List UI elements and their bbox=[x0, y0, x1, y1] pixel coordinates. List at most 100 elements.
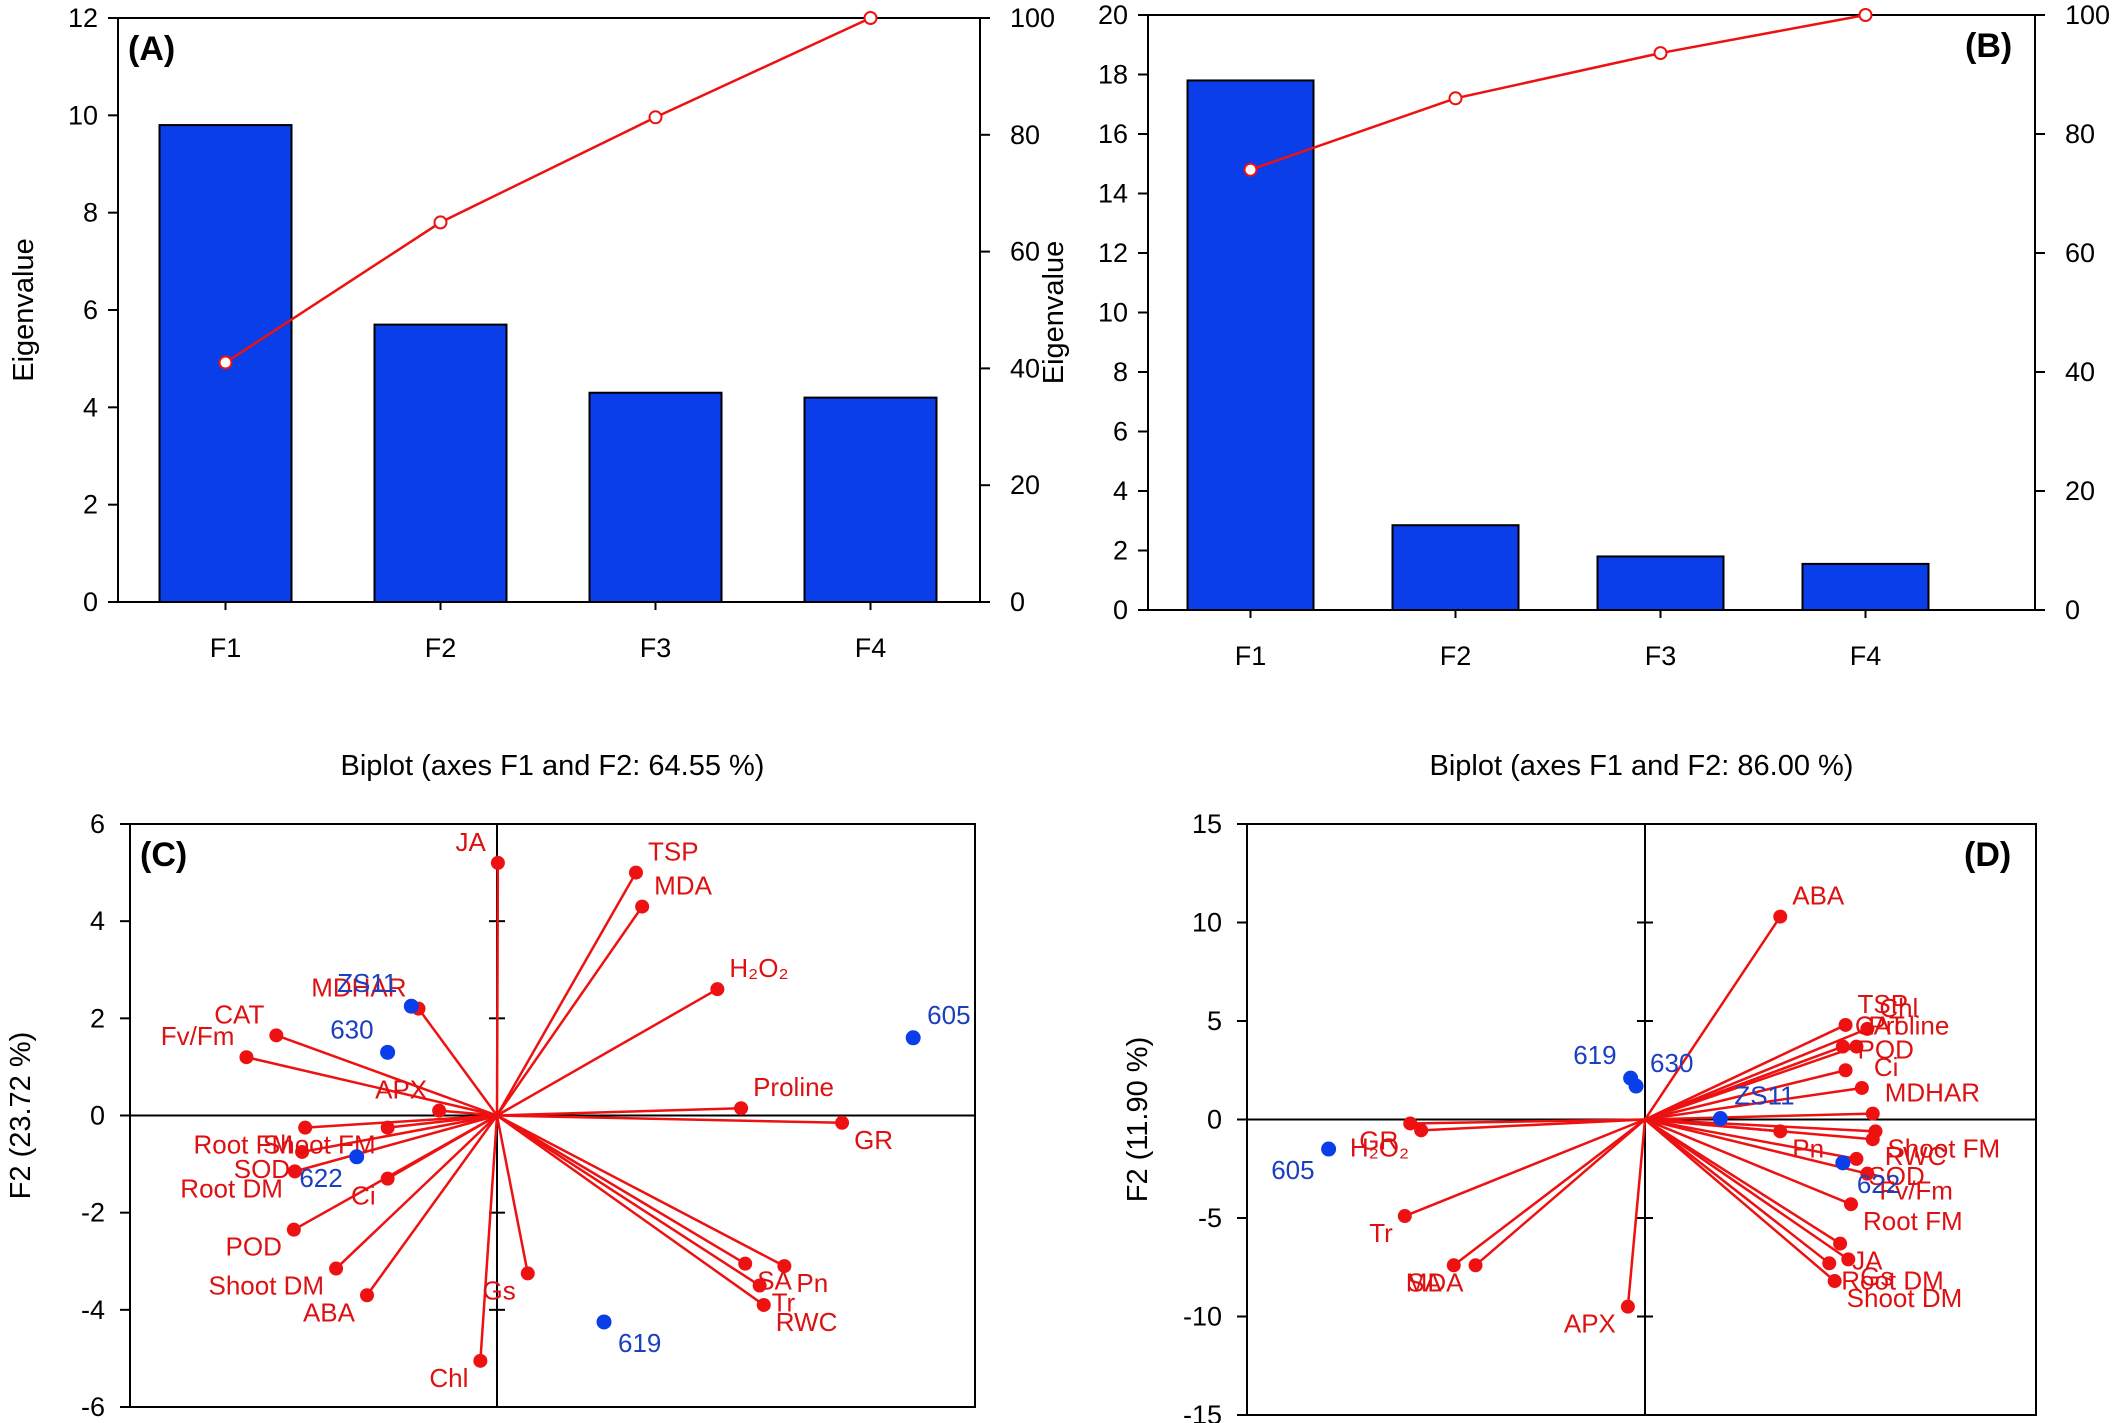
variable-rwc-label: RWC bbox=[1885, 1141, 1947, 1171]
variable-mdhar-vector bbox=[1644, 1112, 1873, 1121]
y-tick-label: 10 bbox=[1098, 298, 1128, 328]
y-tick-label: 0 bbox=[1207, 1105, 1222, 1135]
variable-h-o-vector bbox=[1421, 1118, 1646, 1132]
variable-sa-label: SA bbox=[1407, 1267, 1442, 1297]
variable-tr-point bbox=[752, 1278, 767, 1293]
observation-zs11-label: ZS11 bbox=[337, 968, 397, 998]
variable-mda-vector bbox=[495, 905, 644, 1117]
observation-622-point bbox=[1835, 1155, 1851, 1171]
y-axis-label: Eigenvalue bbox=[8, 238, 40, 382]
variable-gs-vector bbox=[495, 1115, 529, 1274]
variable-proline-point bbox=[1849, 1039, 1864, 1054]
variable-pn-point bbox=[1773, 1124, 1788, 1139]
variable-chl-point bbox=[1860, 1021, 1875, 1036]
x-tick-label: F1 bbox=[210, 633, 242, 663]
variable-sod-label: SOD bbox=[234, 1154, 290, 1184]
variable-gr-label: GR bbox=[854, 1125, 893, 1155]
variable-ja-point bbox=[1833, 1236, 1848, 1251]
variable-ci-label: Ci bbox=[1874, 1052, 1899, 1082]
y2-tick-label: 0 bbox=[2065, 595, 2080, 625]
variable-sa-vector bbox=[1453, 1118, 1646, 1267]
y2-tick-label: 40 bbox=[2065, 357, 2095, 387]
variable-sod-point bbox=[295, 1144, 310, 1159]
variable-gr-point bbox=[835, 1115, 850, 1130]
variable-apx-point bbox=[1620, 1299, 1635, 1314]
y-tick-label: 2 bbox=[83, 490, 98, 520]
y-tick-label: 2 bbox=[90, 1003, 105, 1033]
variable-sod-vector bbox=[301, 1114, 498, 1154]
y2-tick-label: 40 bbox=[1010, 353, 1040, 383]
biplot-title: Biplot (axes F1 and F2: 86.00 %) bbox=[1430, 750, 1854, 782]
y-tick-label: 12 bbox=[68, 3, 98, 33]
variable-root-dm-vector bbox=[1644, 1118, 1830, 1265]
y-tick-label: 10 bbox=[68, 100, 98, 130]
variable-aba-label: ABA bbox=[303, 1297, 356, 1327]
variable-cat-vector bbox=[275, 1034, 498, 1117]
variable-apx-label: APX bbox=[1564, 1309, 1616, 1339]
variable-shoot-dm-label: Shoot DM bbox=[208, 1271, 324, 1301]
cumulative-point bbox=[433, 215, 448, 230]
bar-f3 bbox=[588, 391, 723, 603]
variable-root-dm-label: Root DM bbox=[180, 1173, 283, 1203]
panel-c: Biplot (axes F1 and F2: 64.55 %) -6 -4 -2 0 2… bbox=[5, 750, 976, 1422]
y-tick-label: 8 bbox=[1113, 357, 1128, 387]
cumulative-line bbox=[1250, 13, 1866, 171]
variable-chl-point bbox=[473, 1353, 488, 1368]
variable-shoot-dm-point bbox=[329, 1261, 344, 1276]
variable-fv-fm-label: Fv/Fm bbox=[1879, 1176, 1953, 1206]
variable-apx-point bbox=[432, 1103, 447, 1118]
observation-619-label: 619 bbox=[618, 1328, 661, 1358]
y-tick-label: -15 bbox=[1183, 1400, 1222, 1423]
observation-605-label: 605 bbox=[927, 1000, 970, 1030]
y-tick-label: 6 bbox=[83, 295, 98, 325]
observation-630-point bbox=[1628, 1078, 1644, 1094]
y-tick-label: 4 bbox=[90, 906, 105, 936]
variable-root-fm-point bbox=[1843, 1197, 1858, 1212]
observation-605-label: 605 bbox=[1271, 1155, 1314, 1185]
y-tick-label: -10 bbox=[1183, 1302, 1222, 1332]
variable-shoot-dm-label: Shoot DM bbox=[1847, 1283, 1963, 1313]
variable-sod-vector bbox=[1644, 1118, 1857, 1161]
variable-gs-label: Gs bbox=[483, 1275, 516, 1305]
panel-b: 0 2 4 6 8 10 12 14 16 18 20 0 20 40 60 80 100 Eigenvalue F… bbox=[1038, 0, 2110, 671]
variable-chl-vector bbox=[1644, 1027, 1868, 1121]
variable-h-o-point bbox=[710, 982, 725, 997]
variable-apx-vector bbox=[1626, 1119, 1647, 1307]
observation-605-point bbox=[905, 1030, 921, 1046]
variable-root-dm-vector bbox=[294, 1114, 498, 1173]
variable-sa-vector bbox=[496, 1114, 746, 1265]
y-tick-label: -2 bbox=[81, 1198, 105, 1228]
x-tick-label: F4 bbox=[1850, 641, 1882, 671]
variable-ja-vector bbox=[1644, 1118, 1841, 1245]
cumulative-point bbox=[863, 11, 878, 25]
y-tick-label: 15 bbox=[1192, 809, 1222, 839]
variable-proline-vector bbox=[1644, 1045, 1857, 1121]
variable-sod-label: SOD bbox=[1868, 1161, 1924, 1191]
variable-root-fm-point bbox=[298, 1120, 313, 1135]
variable-aba-label: ABA bbox=[1792, 881, 1845, 911]
panel-label: (C) bbox=[140, 836, 187, 874]
observation-zs11-point bbox=[1712, 1111, 1728, 1127]
variable-tsp-point bbox=[1838, 1017, 1853, 1032]
x-tick-label: F3 bbox=[640, 633, 672, 663]
variable-ci-vector bbox=[1644, 1086, 1863, 1121]
variable-proline-vector bbox=[496, 1106, 742, 1117]
biplot-title: Biplot (axes F1 and F2: 64.55 %) bbox=[341, 750, 765, 782]
y-tick-label: 4 bbox=[1113, 476, 1128, 506]
observation-630-label: 630 bbox=[330, 1014, 373, 1044]
y-tick-label: 0 bbox=[90, 1101, 105, 1131]
cumulative-point bbox=[648, 110, 663, 125]
y-tick-label: 5 bbox=[1207, 1006, 1222, 1036]
cumulative-point bbox=[218, 355, 233, 370]
variable-rwc-point bbox=[1865, 1132, 1880, 1147]
y-tick-label: 2 bbox=[1113, 536, 1128, 566]
observation-619-point bbox=[596, 1314, 612, 1330]
variable-pod-point bbox=[1838, 1063, 1853, 1078]
y-tick-label: 14 bbox=[1098, 179, 1128, 209]
variable-mda-point bbox=[635, 899, 650, 914]
variable-pod-vector bbox=[1644, 1069, 1846, 1121]
y-axis-label: Eigenvalue bbox=[1038, 241, 1070, 385]
y2-tick-label: 60 bbox=[1010, 237, 1040, 267]
variable-rwc-point bbox=[756, 1297, 771, 1312]
y-tick-label: 0 bbox=[1113, 595, 1128, 625]
